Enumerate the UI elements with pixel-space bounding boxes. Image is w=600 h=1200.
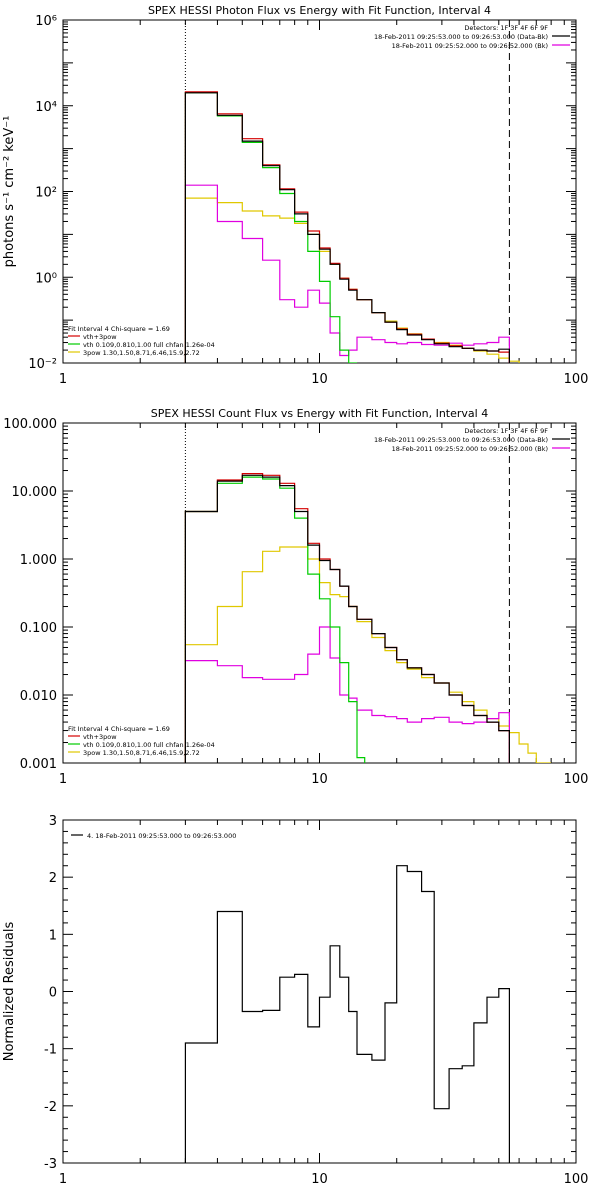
y-axis-label: Normalized Residuals: [2, 922, 17, 1062]
y-tick-label: 10⁴: [35, 100, 57, 115]
legend-bottom: Fit Interval 4 Chi-square = 1.69vth+3pow…: [68, 725, 215, 757]
series-model: [184, 473, 510, 763]
x-tick-label: 1: [59, 1172, 67, 1187]
y-tick-label: 0.010: [20, 689, 57, 704]
legend-entry: 18-Feb-2011 09:25:53.000 to 09:26:53.000…: [374, 33, 548, 41]
legend-bottom: Fit Interval 4 Chi-square = 1.69vth+3pow…: [68, 325, 215, 357]
legend-entry: 4. 18-Feb-2011 09:25:53.000 to 09:26:53.…: [87, 832, 236, 840]
chart-panel-3: 1 10 100 -3 -2 -1 0 1 2 3 Normalized Residuals 4. 1…: [2, 814, 588, 1187]
y-tick-label: -3: [44, 1157, 57, 1172]
x-tick-label: 100: [564, 772, 589, 787]
y-axis-label: photons s⁻¹ cm⁻² keV⁻¹: [2, 116, 17, 268]
y-tick-label: -1: [44, 1043, 57, 1058]
plot-frame: [62, 19, 577, 364]
series-power-law: [184, 546, 552, 763]
legend-entry: vth 0.109,0.810,1.00 full chfan 1.26e-04: [83, 741, 215, 749]
y-tick-label: 10⁻²: [28, 357, 57, 372]
series-residuals: [184, 865, 510, 1163]
legend-entry: 3pow 1.30,1.50,8.71,6.46,15.9,2.72: [83, 349, 200, 357]
x-tick-label: 10: [311, 772, 328, 787]
chart-panel-2: SPEX HESSI Count Flux vs Energy with Fit…: [3, 407, 588, 787]
series-thermal: [184, 476, 366, 763]
chart-title: SPEX HESSI Count Flux vs Energy with Fit…: [151, 407, 488, 420]
y-tick-label: 0: [49, 986, 57, 1001]
series-model: [184, 91, 510, 363]
x-tick-label: 10: [311, 1172, 328, 1187]
series-background: [184, 184, 510, 363]
x-tick-label: 100: [564, 372, 589, 387]
y-tick-label: 3: [49, 814, 57, 829]
y-tick-label: 100.000: [3, 417, 57, 432]
legend-header: Detectors: 1F 3F 4F 6F 9F: [464, 24, 548, 32]
chart-title: SPEX HESSI Photon Flux vs Energy with Fi…: [148, 4, 491, 17]
chart-panel-1: SPEX HESSI Photon Flux vs Energy with Fi…: [2, 4, 588, 387]
y-tick-label: 0.100: [20, 621, 57, 636]
y-tick-label: 10²: [35, 186, 57, 201]
legend-entry: 18-Feb-2011 09:25:52.000 to 09:26:52.000…: [392, 42, 548, 50]
series-data: [184, 474, 510, 763]
y-tick-label: 1.000: [20, 553, 57, 568]
x-tick-label: 1: [59, 772, 67, 787]
legend-top: 4. 18-Feb-2011 09:25:53.000 to 09:26:53.…: [71, 832, 236, 840]
y-tick-label: 1: [49, 928, 57, 943]
series-thermal: [184, 92, 357, 363]
x-tick-label: 1: [59, 372, 67, 387]
y-tick-label: 0.001: [20, 757, 57, 772]
series-power-law: [184, 197, 520, 363]
y-tick-label: -2: [44, 1100, 57, 1115]
legend-entry: vth 0.109,0.810,1.00 full chfan 1.26e-04: [83, 341, 215, 349]
series-background: [184, 626, 510, 763]
legend-entry: 18-Feb-2011 09:25:53.000 to 09:26:53.000…: [374, 436, 548, 444]
x-tick-label: 100: [564, 1172, 589, 1187]
y-tick-label: 2: [49, 871, 57, 886]
y-tick-label: 10⁶: [35, 14, 57, 29]
legend-entry: 3pow 1.30,1.50,8.71,6.46,15.9,2.72: [83, 749, 200, 757]
series-data: [184, 92, 510, 363]
y-tick-label: 10.000: [12, 485, 58, 500]
legend-header: Detectors: 1F 3F 4F 6F 9F: [464, 427, 548, 435]
x-tick-label: 10: [311, 372, 328, 387]
legend-header: Fit Interval 4 Chi-square = 1.69: [68, 725, 170, 733]
legend-entry: vth+3pow: [83, 333, 117, 341]
y-tick-label: 10⁰: [35, 271, 57, 286]
legend-entry: vth+3pow: [83, 733, 117, 741]
legend-header: Fit Interval 4 Chi-square = 1.69: [68, 325, 170, 333]
legend-entry: 18-Feb-2011 09:25:52.000 to 09:26:52.000…: [392, 445, 548, 453]
